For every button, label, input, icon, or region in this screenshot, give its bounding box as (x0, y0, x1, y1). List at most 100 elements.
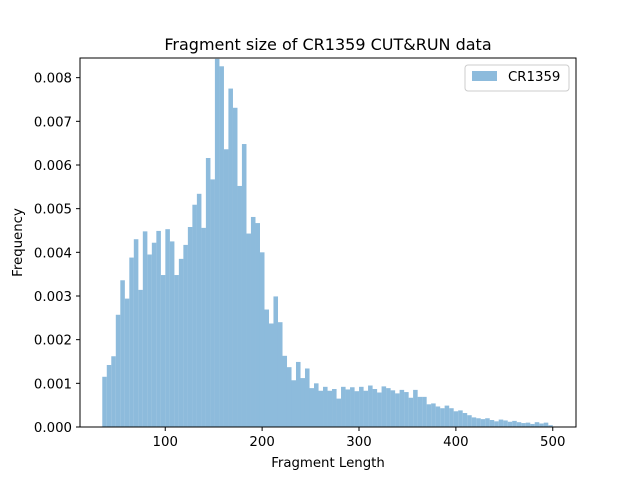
histogram-bar (336, 398, 342, 427)
histogram-bar (422, 396, 427, 427)
histogram-bar (399, 389, 405, 427)
histogram-bar (169, 241, 175, 427)
y-tick-label: 0.001 (34, 377, 72, 392)
histogram-bar (390, 390, 396, 427)
y-tick-label: 0.003 (34, 290, 72, 305)
histogram-bar (241, 144, 247, 427)
y-tick-label: 0.006 (34, 159, 72, 174)
histogram-bar (458, 410, 463, 427)
histogram-bar (471, 417, 477, 427)
legend-swatch (472, 71, 497, 81)
histogram-bar (192, 204, 197, 427)
histogram-bar (395, 393, 400, 427)
histogram-bar (237, 185, 242, 427)
histogram-bar (309, 388, 315, 427)
y-axis-ticks: 0.000 0.001 0.002 0.003 0.004 0.005 0.006 0.007… (34, 72, 80, 436)
histogram-bar (205, 158, 211, 427)
histogram-bar (539, 423, 544, 427)
histogram-bar (485, 418, 490, 427)
histogram-bar (323, 386, 328, 427)
histogram-bar (431, 403, 436, 427)
histogram-bar (259, 252, 265, 427)
histogram-bar (124, 298, 130, 427)
histogram-bar (156, 230, 161, 427)
histogram-bar (142, 231, 148, 427)
histogram-bar (115, 314, 121, 427)
y-tick-label: 0.002 (34, 334, 72, 349)
x-tick-label: 400 (443, 435, 468, 450)
histogram-bar (467, 415, 472, 427)
histogram-bar (111, 356, 116, 427)
histogram-bar (286, 367, 292, 427)
x-tick-label: 100 (153, 435, 178, 450)
y-tick-label: 0.000 (34, 421, 72, 436)
y-tick-label: 0.007 (34, 115, 72, 130)
x-tick-label: 500 (540, 435, 565, 450)
histogram-bar (462, 413, 468, 427)
histogram-bar (138, 289, 143, 427)
histogram-bar (282, 355, 288, 427)
histogram-bar (102, 376, 107, 427)
histogram-bar (160, 275, 166, 427)
histogram-bar (178, 258, 184, 427)
histogram-bar (453, 411, 459, 427)
histogram-bar (183, 244, 188, 427)
histogram-bars (102, 58, 553, 427)
histogram-bar (165, 229, 170, 427)
histogram-bar (449, 408, 454, 427)
x-axis-label: Fragment Length (271, 456, 385, 471)
histogram-bar (494, 421, 499, 427)
histogram-bar (120, 280, 125, 427)
histogram-bar (147, 254, 152, 427)
histogram-bar (223, 149, 229, 427)
x-tick-label: 200 (249, 435, 274, 450)
histogram-bar (332, 389, 337, 427)
histogram-bar (228, 88, 233, 427)
histogram-bar (440, 408, 445, 427)
histogram-bar (314, 383, 319, 427)
histogram-bar (264, 309, 270, 427)
histogram-bar (404, 392, 409, 427)
histogram-bar (318, 390, 324, 427)
histogram-bar (525, 422, 531, 427)
histogram-bar (201, 227, 206, 427)
y-axis-label: Frequency (11, 208, 26, 277)
histogram-bar (187, 226, 193, 427)
x-tick-label: 300 (346, 435, 371, 450)
chart-title: Fragment size of CR1359 CUT&RUN data (164, 35, 491, 54)
y-tick-label: 0.008 (34, 72, 72, 87)
histogram-bar (435, 406, 441, 427)
histogram-bar (507, 421, 513, 427)
histogram-bar (273, 296, 279, 427)
histogram-bar (214, 58, 220, 427)
histogram-bar (341, 386, 346, 427)
histogram-bar (174, 275, 179, 427)
histogram-bar (534, 422, 540, 427)
histogram-bar (268, 323, 274, 427)
histogram-bar (417, 396, 423, 427)
histogram-bar (232, 107, 238, 427)
histogram-bar (350, 387, 355, 427)
legend: CR1359 (464, 64, 570, 92)
histogram-bar (246, 233, 251, 427)
histogram-bar (327, 390, 333, 427)
histogram-bar (291, 380, 297, 427)
histogram-bar (426, 404, 432, 427)
histogram-bar (368, 385, 373, 427)
x-axis-ticks: 100 200 300 400 500 (153, 427, 565, 450)
histogram-bar (498, 419, 504, 427)
histogram-bar (345, 389, 351, 427)
histogram-bar (413, 389, 418, 427)
histogram-bar (250, 216, 256, 427)
histogram-bar (219, 66, 224, 427)
histogram-bar (408, 397, 414, 427)
histogram-bar (377, 392, 382, 427)
histogram-bar (255, 223, 260, 427)
histogram-bar (543, 422, 549, 427)
histogram-bar (354, 391, 360, 427)
y-tick-label: 0.005 (34, 203, 72, 218)
histogram-bar (129, 257, 134, 427)
histogram-bar (359, 386, 364, 427)
histogram-bar (548, 425, 553, 427)
